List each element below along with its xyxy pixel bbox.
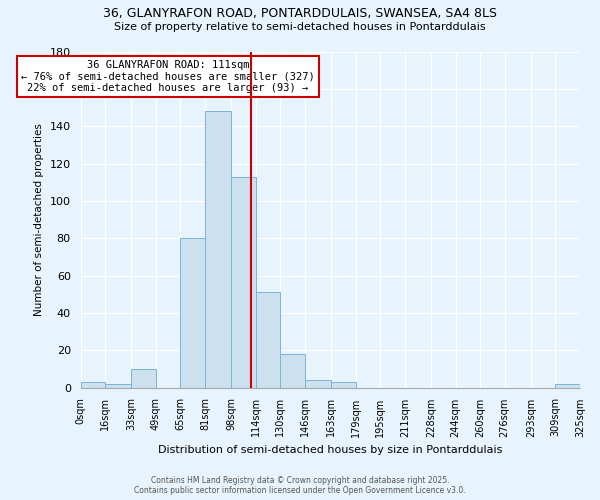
Bar xyxy=(556,384,580,388)
Bar xyxy=(131,369,156,388)
Text: Size of property relative to semi-detached houses in Pontarddulais: Size of property relative to semi-detach… xyxy=(114,22,486,32)
Bar xyxy=(331,382,356,388)
X-axis label: Distribution of semi-detached houses by size in Pontarddulais: Distribution of semi-detached houses by … xyxy=(158,445,502,455)
Bar xyxy=(181,238,205,388)
Text: 36 GLANYRAFON ROAD: 111sqm
← 76% of semi-detached houses are smaller (327)
22% o: 36 GLANYRAFON ROAD: 111sqm ← 76% of semi… xyxy=(21,60,315,93)
Text: 36, GLANYRAFON ROAD, PONTARDDULAIS, SWANSEA, SA4 8LS: 36, GLANYRAFON ROAD, PONTARDDULAIS, SWAN… xyxy=(103,8,497,20)
Bar xyxy=(205,111,231,388)
Bar xyxy=(80,382,105,388)
Bar xyxy=(231,176,256,388)
Bar xyxy=(256,292,280,388)
Bar xyxy=(305,380,331,388)
Text: Contains HM Land Registry data © Crown copyright and database right 2025.
Contai: Contains HM Land Registry data © Crown c… xyxy=(134,476,466,495)
Bar xyxy=(280,354,305,388)
Y-axis label: Number of semi-detached properties: Number of semi-detached properties xyxy=(34,123,44,316)
Bar xyxy=(105,384,131,388)
